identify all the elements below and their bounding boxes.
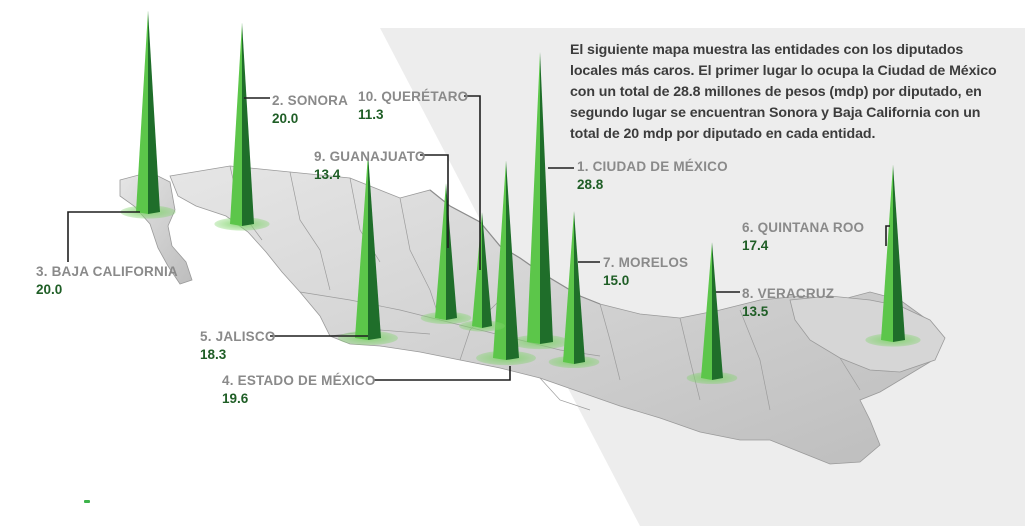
- baja-california-value: 20.0: [36, 282, 63, 297]
- label-morelos: 7. MORELOS 15.0: [603, 254, 688, 290]
- spike-shade-veracruz: [712, 242, 723, 380]
- spike-guanajuato: [435, 183, 446, 320]
- spike-quintana-roo: [881, 164, 893, 342]
- cdmx-value: 28.8: [577, 177, 604, 192]
- estado-de-mexico-name: 4. ESTADO DE MÉXICO: [222, 373, 376, 388]
- jalisco-value: 18.3: [200, 347, 227, 362]
- morelos-name: 7. MORELOS: [603, 255, 689, 270]
- decorative-mark: [84, 500, 90, 503]
- guanajuato-name: 9. GUANAJUATO: [314, 149, 426, 164]
- label-veracruz: 8. VERACRUZ 13.5: [742, 285, 834, 321]
- spike-shade-quintana-roo: [893, 164, 905, 342]
- spike-shade-estado-de-mexico: [506, 160, 519, 360]
- veracruz-value: 13.5: [742, 304, 769, 319]
- label-guanajuato: 9. GUANAJUATO 13.4: [314, 148, 426, 184]
- leaders-layer: [67, 95, 890, 381]
- spike-shade-morelos: [574, 210, 585, 364]
- queretaro-name: 10. QUERÉTARO: [358, 89, 469, 104]
- yucatan-shape: [789, 295, 946, 373]
- label-cdmx: 1. CIUDAD DE MÉXICO 28.8: [577, 158, 728, 194]
- spike-jalisco: [355, 153, 368, 340]
- spike-sonora: [230, 22, 242, 226]
- quintana-roo-name: 6. QUINTANA ROO: [742, 220, 865, 235]
- leader-line-queretaro: [464, 95, 481, 270]
- intro-text: El siguiente mapa muestra las entidades …: [570, 42, 997, 142]
- estado-de-mexico-value: 19.6: [222, 391, 249, 406]
- queretaro-value: 11.3: [358, 107, 384, 122]
- spike-shade-sonora: [242, 22, 254, 226]
- spike-cdmx: [527, 52, 540, 344]
- spike-shade-baja-california: [148, 10, 160, 214]
- label-quintana-roo: 6. QUINTANA ROO 17.4: [742, 219, 864, 255]
- label-baja-california: 3. BAJA CALIFORNIA 20.0: [36, 263, 178, 299]
- label-estado-de-mexico: 4. ESTADO DE MÉXICO 19.6: [222, 372, 376, 408]
- label-queretaro: 10. QUERÉTARO 11.3: [358, 88, 468, 124]
- leader-line-quintana-roo: [885, 225, 890, 246]
- spike-shade-queretaro: [482, 212, 492, 328]
- sonora-name: 2. SONORA: [272, 93, 349, 108]
- morelos-value: 15.0: [603, 273, 630, 288]
- quintana-roo-value: 17.4: [742, 238, 769, 253]
- spike-shade-jalisco: [368, 153, 381, 340]
- guanajuato-value: 13.4: [314, 167, 341, 182]
- spike-estado-de-mexico: [493, 160, 506, 360]
- jalisco-name: 5. JALISCO: [200, 329, 276, 344]
- leader-line-guanajuato: [420, 154, 449, 248]
- sonora-value: 20.0: [272, 111, 299, 126]
- leader-line-baja-california: [67, 211, 140, 262]
- spike-shade-cdmx: [540, 52, 553, 344]
- label-sonora: 2. SONORA 20.0: [272, 92, 348, 128]
- spike-veracruz: [701, 242, 712, 380]
- veracruz-name: 8. VERACRUZ: [742, 286, 835, 301]
- baja-california-name: 3. BAJA CALIFORNIA: [36, 264, 178, 279]
- spike-morelos: [563, 210, 574, 364]
- spike-baja-california: [136, 10, 148, 214]
- leader-line-estado-de-mexico: [374, 366, 511, 381]
- label-jalisco: 5. JALISCO 18.3: [200, 328, 276, 364]
- cdmx-name: 1. CIUDAD DE MÉXICO: [577, 159, 728, 174]
- spikes-layer: [120, 10, 921, 385]
